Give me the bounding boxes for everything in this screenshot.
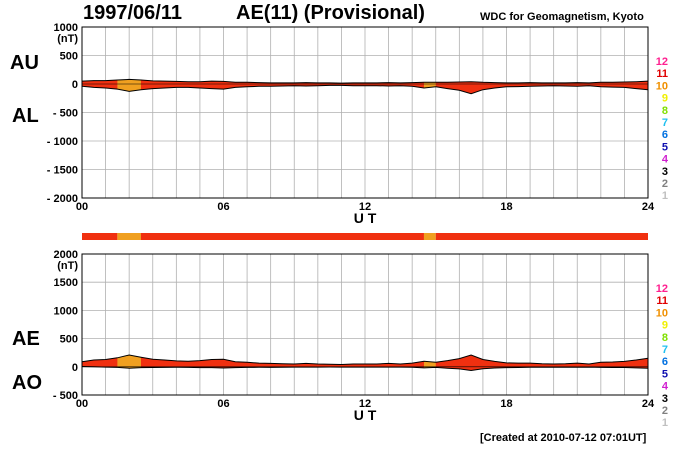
y-tick-label: 1000 — [54, 22, 78, 34]
source-label: WDC for Geomagnetism, Kyoto — [480, 11, 644, 23]
legend-level-3: 3 — [662, 393, 668, 405]
legend-level-11: 11 — [656, 295, 668, 307]
legend-level-3: 3 — [662, 166, 668, 178]
y-tick-label: 1000 — [54, 305, 78, 317]
series-line-0 — [81, 78, 649, 84]
legend-level-8: 8 — [662, 332, 668, 344]
series-line-1 — [81, 84, 649, 95]
legend-level-9: 9 — [662, 93, 668, 105]
x-tick-label: 24 — [642, 201, 655, 213]
x-tick-label: 18 — [500, 398, 512, 410]
legend-level-6: 6 — [662, 129, 668, 141]
x-tick-label: 00 — [76, 398, 88, 410]
status-segment — [423, 233, 436, 240]
legend-level-7: 7 — [662, 117, 668, 129]
plot-frame — [81, 253, 649, 396]
legend-level-10: 10 — [656, 80, 668, 92]
y-unit-label: (nT) — [57, 260, 78, 272]
legend-level-5: 5 — [662, 141, 668, 153]
series-line-0 — [81, 354, 649, 366]
y-tick-label: 500 — [60, 51, 78, 63]
x-tick-label: 18 — [500, 201, 512, 213]
panel-1 — [81, 253, 649, 396]
legend-level-5: 5 — [662, 368, 668, 380]
legend-level-1: 1 — [662, 190, 668, 202]
au-label: AU — [10, 52, 39, 74]
status-segment — [435, 233, 648, 240]
legend-level-8: 8 — [662, 105, 668, 117]
y-tick-label: 500 — [60, 334, 78, 346]
legend-level-1: 1 — [662, 417, 668, 429]
y-tick-label: - 2000 — [47, 193, 78, 205]
area-fill-alt — [117, 355, 141, 369]
ao-label: AO — [12, 372, 42, 394]
x-tick-label: 06 — [217, 201, 229, 213]
legend-level-4: 4 — [662, 381, 669, 393]
plot-frame — [81, 26, 649, 199]
y-tick-label: 2000 — [54, 249, 78, 261]
legend-level-11: 11 — [656, 68, 668, 80]
status-segment — [82, 233, 118, 240]
x-tick-label: 00 — [76, 201, 88, 213]
legend-level-6: 6 — [662, 356, 668, 368]
legend-level-7: 7 — [662, 344, 668, 356]
y-tick-label: 0 — [72, 79, 78, 91]
y-tick-label: - 500 — [53, 108, 78, 120]
x-axis-label: U T — [354, 210, 377, 226]
series-line-1 — [81, 366, 649, 372]
al-label: AL — [12, 105, 39, 127]
created-timestamp: [Created at 2010-07-12 07:01UT] — [480, 432, 647, 444]
x-tick-label: 24 — [642, 398, 655, 410]
y-unit-label: (nT) — [57, 33, 78, 45]
area-fill-alt — [117, 79, 141, 92]
x-tick-label: 12 — [359, 398, 371, 410]
ae-label: AE — [12, 328, 40, 350]
date-label: 1997/06/11 — [83, 2, 182, 24]
x-tick-label: 06 — [217, 398, 229, 410]
area-fill-alt — [423, 361, 436, 368]
y-tick-label: - 500 — [53, 390, 78, 402]
legend-level-4: 4 — [662, 154, 669, 166]
y-tick-label: - 1000 — [47, 136, 78, 148]
x-tick-label: 12 — [359, 201, 371, 213]
status-segment — [140, 233, 424, 240]
status-segment — [117, 233, 141, 240]
legend-level-2: 2 — [662, 405, 668, 417]
y-tick-label: - 1500 — [47, 165, 78, 177]
legend-level-10: 10 — [656, 307, 668, 319]
legend-level-2: 2 — [662, 178, 668, 190]
legend-level-12: 12 — [656, 56, 668, 68]
y-tick-label: 0 — [72, 362, 78, 374]
y-tick-label: 1500 — [54, 277, 78, 289]
legend-level-9: 9 — [662, 320, 668, 332]
panel-0 — [81, 26, 649, 199]
chart-title: AE(11) (Provisional) — [236, 2, 425, 24]
legend-level-12: 12 — [656, 283, 668, 295]
x-axis-label: U T — [354, 407, 377, 423]
